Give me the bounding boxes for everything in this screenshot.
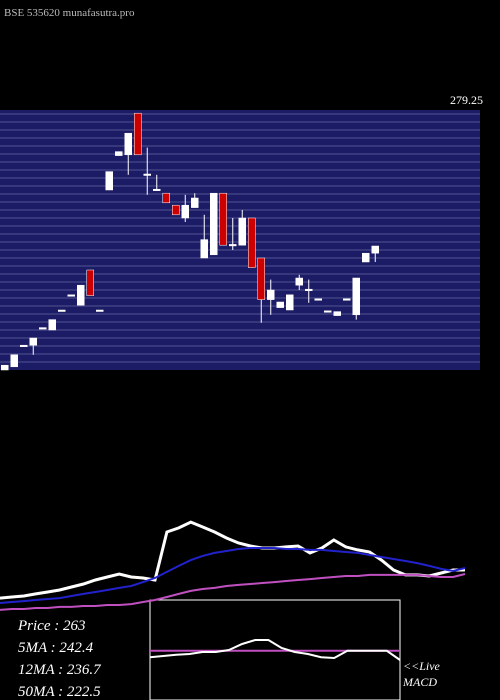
- candle-body: [219, 192, 227, 246]
- candle-body: [172, 204, 180, 216]
- macd-label: MACD: [402, 675, 437, 689]
- candle-body: [115, 151, 123, 156]
- candle-body: [153, 188, 161, 191]
- candle-body: [20, 344, 28, 347]
- candle-body: [1, 364, 9, 371]
- legend-item: Price : 263: [17, 618, 85, 634]
- candle-body: [257, 257, 265, 300]
- candle-body: [352, 277, 360, 316]
- candle-body: [162, 192, 170, 204]
- candle-body: [333, 311, 341, 316]
- candle-body: [105, 171, 113, 191]
- candle-body: [77, 284, 85, 306]
- candle-body: [267, 289, 275, 300]
- candle-body: [191, 197, 199, 208]
- candle-body: [276, 301, 284, 308]
- candle-body: [210, 192, 218, 256]
- candle-body: [39, 327, 47, 330]
- candle-body: [48, 319, 56, 331]
- candle-body: [10, 354, 18, 368]
- candle-body: [371, 245, 379, 254]
- series-line: [0, 520, 465, 600]
- candle-body: [181, 204, 189, 219]
- candle-body: [229, 244, 237, 247]
- candle-body: [343, 298, 351, 301]
- series-line: [149, 639, 401, 661]
- candle-body: [324, 310, 332, 313]
- header-title: BSE 535620 munafasutra.pro: [4, 7, 135, 19]
- candle-body: [314, 298, 322, 301]
- legend-item: 12MA : 236.7: [18, 662, 102, 678]
- price-label: 279.25: [450, 93, 483, 107]
- candle-body: [248, 217, 256, 268]
- legend-item: 50MA : 222.5: [18, 684, 101, 700]
- candle-body: [124, 132, 132, 156]
- series-line: [0, 573, 466, 611]
- candle-body: [305, 288, 313, 291]
- live-link[interactable]: <<Live: [403, 659, 441, 673]
- candle-body: [58, 309, 66, 312]
- series-line: [0, 547, 466, 604]
- candle-body: [238, 217, 246, 246]
- legend-item: 5MA : 242.4: [18, 640, 94, 656]
- candle-body: [362, 252, 370, 263]
- candle-body: [96, 309, 104, 312]
- candle-body: [134, 112, 142, 156]
- candle-body: [286, 294, 294, 311]
- candle-body: [200, 239, 208, 259]
- candle-body: [29, 337, 37, 346]
- candle-body: [86, 269, 94, 296]
- candle-body: [67, 294, 75, 297]
- candle-body: [143, 173, 151, 176]
- candle-body: [295, 277, 303, 286]
